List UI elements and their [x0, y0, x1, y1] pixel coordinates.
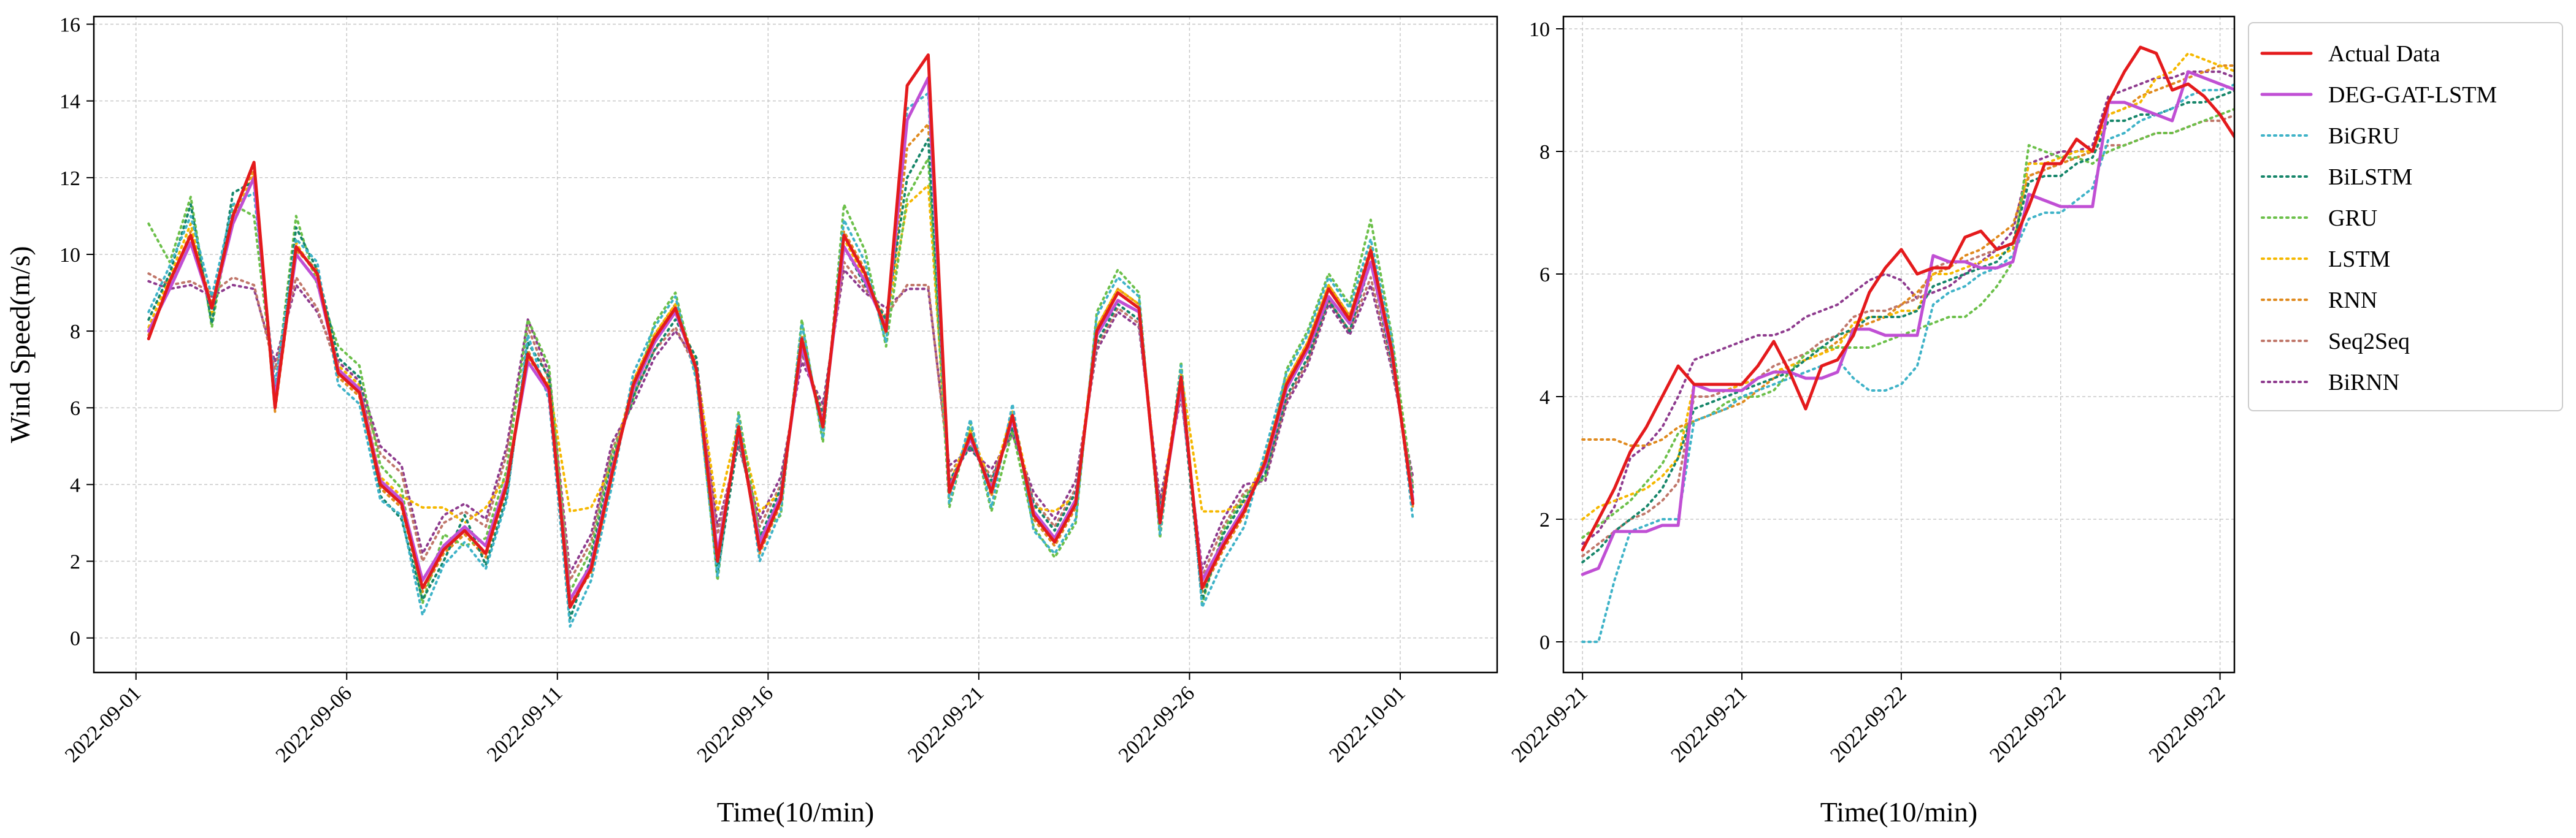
series-line-gru [1581, 107, 2234, 539]
y-tick-label: 2 [1539, 509, 1550, 531]
x-tick-label: 2022-09-26 [1114, 682, 1199, 766]
legend-label-actual-data: Actual Data [2328, 41, 2440, 67]
series-line-birnn [1581, 70, 2234, 545]
x-tick-label: 2022-09-21 [1507, 682, 1592, 766]
y-tick-label: 0 [70, 628, 80, 650]
plot-frame [1562, 15, 2236, 674]
x-axis-label: Time(10/min) [717, 796, 874, 828]
legend-label-rnn: RNN [2328, 288, 2377, 313]
x-tick-label: 2022-09-22 [2145, 682, 2229, 766]
y-tick-label: 10 [1529, 18, 1550, 41]
series-line-bigru [1581, 83, 2234, 643]
x-tick-label: 2022-09-21 [1666, 682, 1751, 766]
legend-label-gru: GRU [2328, 205, 2377, 231]
y-tick-label: 8 [1539, 141, 1550, 164]
y-tick-label: 6 [1539, 264, 1550, 286]
y-tick-label: 6 [70, 397, 80, 420]
legend: Actual Data DEG-GAT-LSTM BiGRU BiLSTM GRU LST… [2248, 22, 2563, 411]
y-axis-label: Wind Speed(m/s) [4, 246, 36, 443]
series-line-deg-gat-lstm [1581, 70, 2234, 576]
plot-frame [93, 15, 1498, 674]
y-tick-label: 10 [59, 244, 80, 267]
y-tick-label: 16 [59, 14, 80, 37]
y-tick-label: 0 [1539, 631, 1550, 654]
series-line-deg-gat-lstm [147, 76, 1415, 601]
y-tick-label: 14 [59, 91, 80, 113]
x-tick-label: 2022-09-01 [61, 682, 145, 766]
legend-label-birnn: BiRNN [2328, 370, 2399, 395]
x-tick-label: 2022-09-16 [693, 682, 778, 766]
legend-box [2248, 22, 2563, 411]
series-line-actual-data [1581, 45, 2234, 552]
x-tick-label: 2022-09-22 [1985, 682, 2070, 766]
legend-label-lstm: LSTM [2328, 246, 2390, 272]
y-tick-label: 4 [1539, 386, 1550, 409]
legend-label-bilstm: BiLSTM [2328, 164, 2412, 190]
legend-label-deg-gat-lstm: DEG-GAT-LSTM [2328, 82, 2497, 108]
right-plot-panel: 0 2 4 6 8 10 2022-09-21 2022-09-21 2022-09-22 202… [1507, 15, 2236, 828]
x-tick-label: 2022-09-21 [903, 682, 988, 766]
legend-label-bigru: BiGRU [2328, 123, 2399, 149]
y-tick-label: 2 [70, 551, 80, 574]
y-tick-label: 8 [70, 321, 80, 343]
series-line-actual-data [147, 53, 1415, 609]
y-tick-label: 4 [70, 474, 80, 497]
series-line-lstm [147, 172, 1414, 524]
x-axis-label: Time(10/min) [1820, 796, 1977, 828]
left-plot-panel: 0 2 4 6 8 10 12 14 16 2022-09-01 2022-09-06 2022-09… [4, 14, 1498, 828]
legend-label-seq2seq: Seq2Seq [2328, 329, 2410, 354]
x-tick-label: 2022-09-22 [1826, 682, 1911, 766]
x-tick-label: 2022-09-06 [272, 682, 356, 766]
x-tick-label: 2022-10-01 [1325, 682, 1409, 766]
y-tick-label: 12 [59, 167, 80, 190]
x-tick-label: 2022-09-11 [483, 682, 567, 766]
